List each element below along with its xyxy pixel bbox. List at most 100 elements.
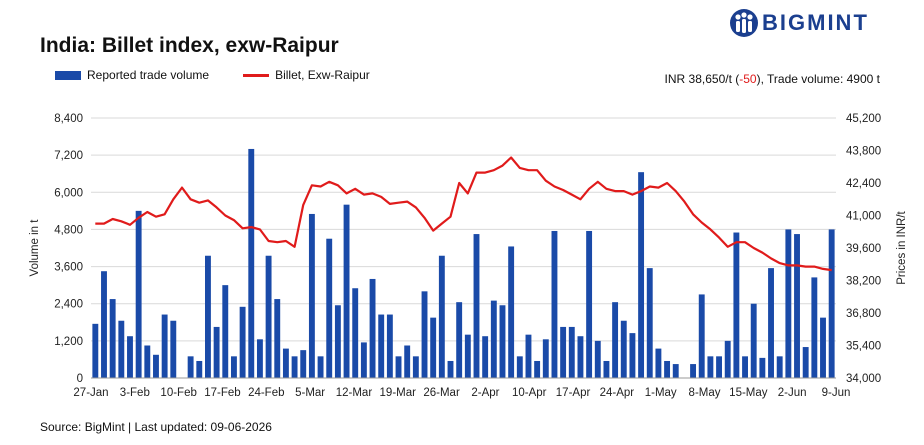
volume-bar: [317, 356, 324, 378]
volume-bar: [820, 317, 826, 378]
grid-lines: [91, 117, 836, 379]
right-tick-label: 38,200: [846, 276, 881, 288]
volume-bar: [464, 334, 471, 378]
bigmint-logo-text: BIGMINT: [762, 10, 869, 35]
volume-bar: [291, 356, 298, 378]
volume-bar: [646, 268, 653, 378]
x-tick-label: 26-Mar: [423, 387, 460, 399]
volume-bar: [542, 339, 549, 378]
page-title: India: Billet index, exw-Raipur: [40, 34, 339, 57]
volume-bar: [811, 277, 818, 378]
x-tick-label: 17-Apr: [556, 387, 591, 399]
volume-bars: [92, 148, 835, 378]
volume-bar: [300, 350, 307, 378]
volume-bar: [352, 288, 359, 378]
volume-bar: [672, 364, 679, 378]
left-tick-label: 2,400: [54, 299, 83, 311]
volume-bar: [560, 326, 567, 378]
volume-bar: [629, 333, 636, 378]
volume-bar: [196, 360, 203, 378]
volume-bar: [802, 347, 809, 378]
volume-bar: [187, 356, 194, 378]
volume-bar: [92, 323, 99, 378]
volume-bar: [698, 294, 705, 378]
volume-bar: [603, 360, 610, 378]
x-tick-label: 2-Apr: [471, 387, 499, 399]
volume-bar: [248, 148, 255, 378]
volume-bar: [456, 302, 463, 378]
volume-bar: [759, 357, 766, 378]
right-axis-label: Prices in INR/t: [896, 210, 908, 284]
legend-swatch-bar: [55, 70, 81, 80]
volume-bar: [551, 230, 558, 378]
x-tick-label: 8-May: [689, 387, 721, 399]
right-tick-label: 43,800: [846, 146, 881, 158]
price-line: [95, 156, 832, 272]
volume-bar: [499, 305, 506, 378]
price-status: INR 38,650/t (-50), Trade volume: 4900 t: [665, 72, 880, 86]
left-tick-label: 3,600: [54, 262, 83, 274]
volume-bar: [334, 305, 341, 378]
left-axis-ticks: 0 1,200 2,400 3,600 4,800 6,000 7,200 8,400: [54, 113, 83, 385]
volume-bar: [230, 356, 237, 378]
x-tick-label: 24-Apr: [600, 387, 635, 399]
volume-bar: [265, 255, 272, 378]
volume-bar: [222, 285, 229, 378]
status-suffix: ), Trade volume: 4900 t: [756, 72, 880, 86]
right-tick-label: 41,000: [846, 211, 881, 223]
volume-bar: [750, 303, 757, 378]
volume-bar: [690, 364, 697, 378]
x-tick-label: 17-Feb: [204, 387, 240, 399]
status-prefix: INR 38,650/t (: [664, 72, 740, 86]
volume-bar: [577, 336, 584, 378]
volume-bar: [525, 334, 532, 378]
volume-bar: [828, 229, 835, 378]
volume-bar: [586, 230, 593, 378]
x-tick-label: 5-Mar: [295, 387, 325, 399]
volume-bar: [256, 339, 263, 378]
volume-bar: [655, 348, 662, 378]
volume-bar: [386, 314, 393, 378]
volume-bar: [127, 336, 133, 378]
x-tick-label: 9-Jun: [822, 387, 851, 399]
volume-bar: [101, 271, 107, 378]
volume-bar: [438, 255, 445, 378]
volume-bar: [404, 345, 411, 378]
volume-bar: [516, 356, 523, 378]
right-axis-ticks: 34,000 35,400 36,800 38,200 39,600 41,000 42,4…: [846, 113, 881, 385]
right-tick-label: 36,800: [846, 308, 881, 320]
chart-legend: Reported trade volume Billet, Exw-Raipur: [55, 68, 404, 82]
volume-bar: [326, 238, 333, 378]
x-tick-label: 24-Feb: [248, 387, 284, 399]
volume-bar: [213, 326, 220, 378]
volume-bar: [412, 356, 419, 378]
source-note: Source: BigMint | Last updated: 09-06-20…: [40, 420, 272, 434]
volume-bar: [707, 356, 714, 378]
volume-bar: [282, 348, 289, 378]
volume-bar: [776, 356, 783, 378]
status-change: -50: [739, 72, 757, 86]
volume-bar: [109, 299, 116, 378]
left-tick-label: 1,200: [54, 336, 83, 348]
x-tick-label: 19-Mar: [380, 387, 417, 399]
right-tick-label: 42,400: [846, 178, 881, 190]
x-axis-ticks: 27-Jan 3-Feb 10-Feb 17-Feb 24-Feb 5-Mar 12-Mar…: [73, 377, 851, 399]
legend-item-price: Billet, Exw-Raipur: [243, 68, 370, 82]
volume-bar: [378, 314, 385, 378]
volume-bar: [369, 278, 376, 378]
x-tick-label: 27-Jan: [73, 387, 108, 399]
volume-bar: [490, 300, 497, 378]
volume-bar: [473, 234, 480, 378]
x-tick-label: 12-Mar: [336, 387, 373, 399]
left-axis-label: Volume in t: [29, 219, 41, 277]
legend-swatch-line: [243, 73, 270, 77]
legend-label-volume: Reported trade volume: [87, 68, 210, 82]
volume-bar: [161, 314, 168, 378]
x-tick-label: 1-May: [645, 387, 677, 399]
volume-bar: [153, 354, 159, 378]
volume-bar: [594, 340, 601, 378]
legend-item-volume: Reported trade volume: [55, 68, 209, 82]
volume-bar: [768, 268, 774, 378]
right-tick-label: 45,200: [846, 113, 881, 125]
